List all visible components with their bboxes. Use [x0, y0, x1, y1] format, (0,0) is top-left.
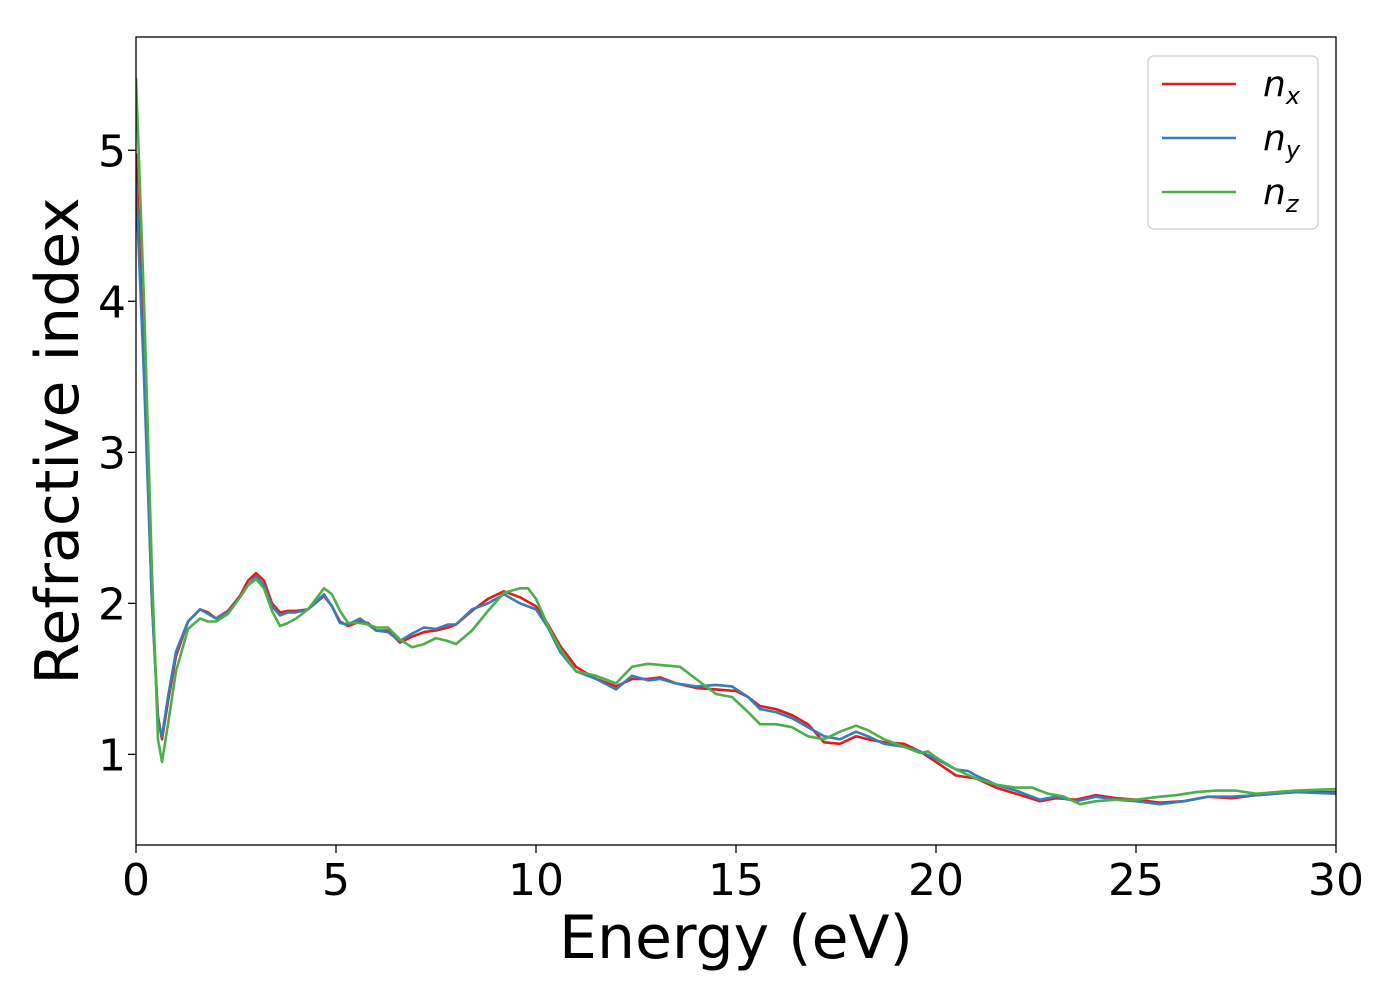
y-tick-label: 3 — [98, 428, 126, 479]
y-axis-title: Refractive index — [23, 197, 93, 684]
x-tick-label: 25 — [1108, 855, 1164, 906]
x-tick-label: 15 — [708, 855, 764, 906]
legend-label-ny: ny — [1263, 118, 1301, 164]
x-tick-label: 10 — [508, 855, 564, 906]
series-line-ny — [136, 183, 1336, 806]
y-tick-label: 5 — [98, 126, 126, 177]
y-tick-label: 4 — [98, 277, 126, 328]
x-tick-label: 20 — [908, 855, 964, 906]
y-tick-label: 1 — [98, 730, 126, 781]
series-line-nz — [136, 77, 1336, 806]
legend-label-nx: nx — [1263, 64, 1301, 110]
y-tick-label: 2 — [98, 579, 126, 630]
series-layer — [136, 77, 1336, 806]
x-axis-title: Energy (eV) — [559, 903, 913, 973]
y-axis: 1 2 3 4 5 — [98, 126, 136, 781]
series-line-nx — [136, 153, 1336, 804]
legend-box — [1147, 55, 1319, 230]
x-axis: 0 5 10 15 20 25 30 — [122, 845, 1364, 906]
x-tick-label: 30 — [1308, 855, 1364, 906]
x-tick-label: 0 — [122, 855, 150, 906]
x-tick-label: 5 — [322, 855, 350, 906]
